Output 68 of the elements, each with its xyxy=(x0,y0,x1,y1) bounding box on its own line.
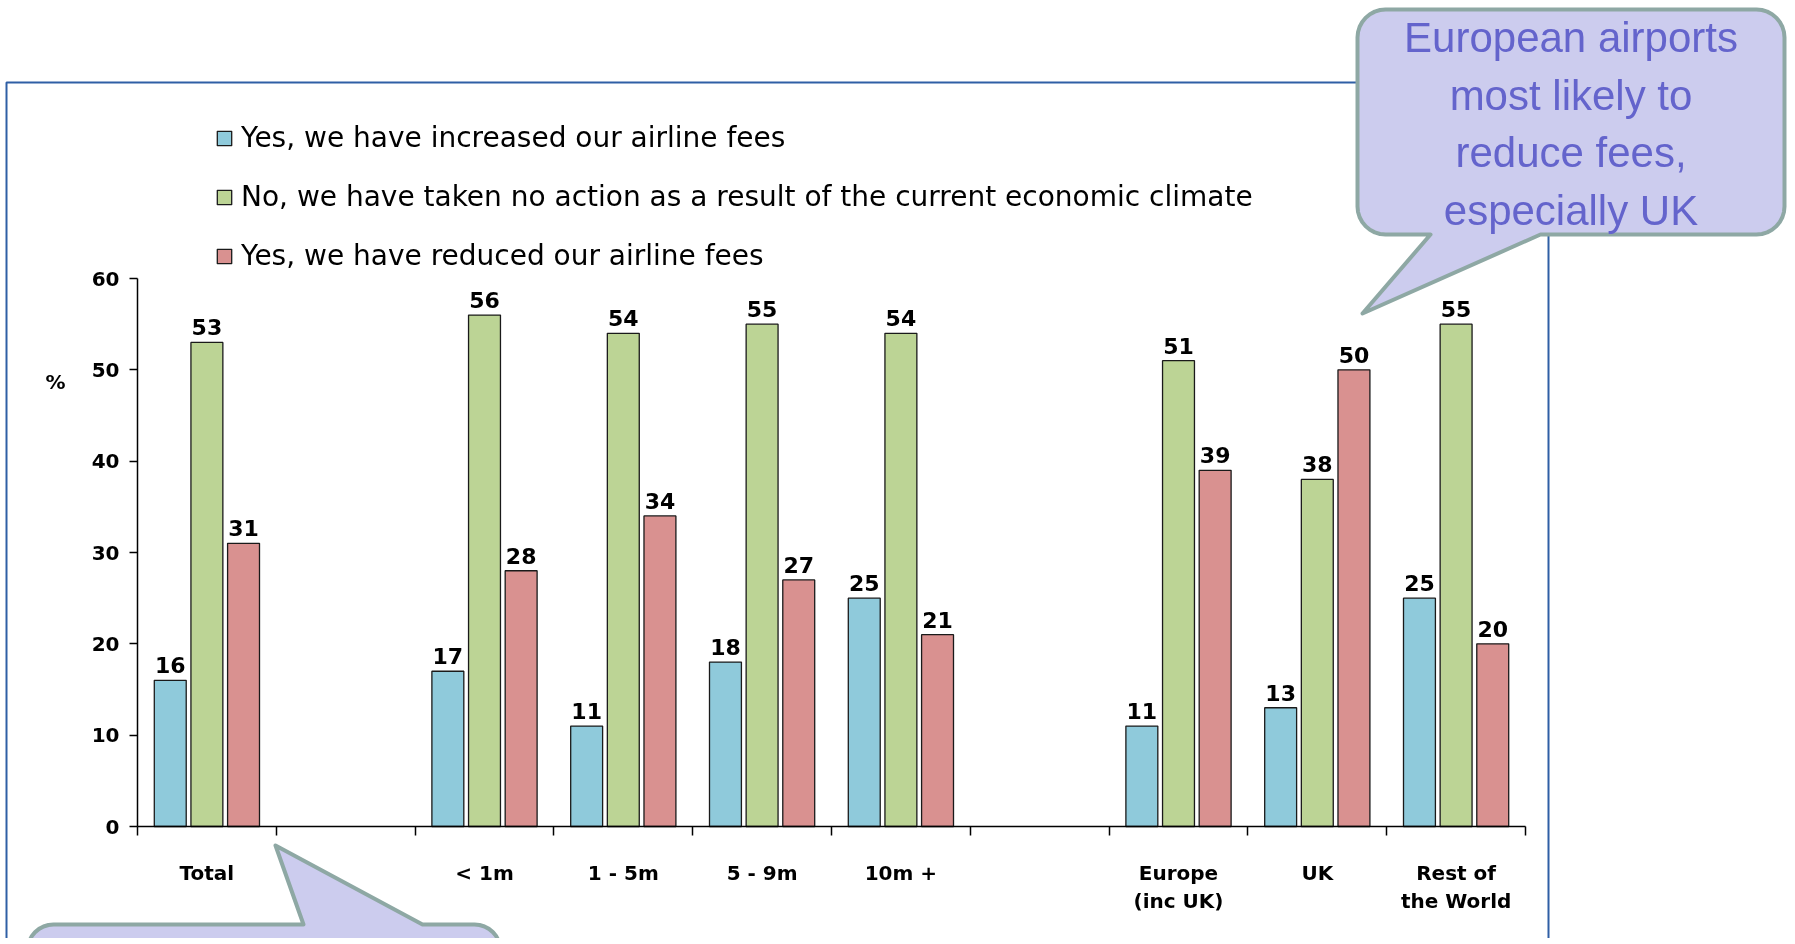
y-tick-label: 0 xyxy=(105,814,120,839)
bar xyxy=(1402,597,1437,828)
data-label: 18 xyxy=(710,635,741,661)
y-tick-label: 60 xyxy=(91,266,120,291)
bar xyxy=(1264,707,1298,828)
data-label: 17 xyxy=(432,644,464,670)
bar xyxy=(708,661,743,828)
bar xyxy=(190,341,224,828)
bar xyxy=(153,679,187,828)
y-axis-title: % xyxy=(45,369,66,394)
legend-label: No, we have taken no action as a result of the current economic climate xyxy=(241,180,1253,213)
data-label: 21 xyxy=(922,607,953,633)
bar xyxy=(1125,725,1159,828)
legend-label: Yes, we have increased our airline fees xyxy=(241,121,786,154)
bar xyxy=(570,725,604,828)
x-tick-label: Europe (inc UK) xyxy=(1133,860,1224,914)
bar xyxy=(1439,323,1473,828)
data-label: 53 xyxy=(191,315,223,341)
x-tick-label: 5 - 9m xyxy=(726,860,798,885)
bar xyxy=(431,670,465,828)
bar xyxy=(467,314,502,828)
y-tick-label: 40 xyxy=(91,449,120,474)
text: European airports most likely to reduce fees, especially UK xyxy=(1404,14,1738,234)
legend-label: Yes, we have reduced our airline fees xyxy=(241,239,764,272)
bar xyxy=(643,515,677,828)
bar xyxy=(745,323,779,828)
data-label: 11 xyxy=(571,699,602,725)
data-label: 55 xyxy=(1440,297,1472,323)
data-label: 25 xyxy=(848,571,880,597)
data-label: 51 xyxy=(1163,333,1194,359)
data-label: 39 xyxy=(1199,443,1231,469)
bar xyxy=(920,634,955,828)
x-tick-label: < 1m xyxy=(455,860,514,885)
x-tick-label: 1 - 5m xyxy=(587,860,659,885)
bar xyxy=(847,597,881,828)
x-tick-label: UK xyxy=(1301,860,1335,885)
bar xyxy=(504,570,538,828)
data-label: 54 xyxy=(607,306,639,332)
data-label: 11 xyxy=(1126,699,1158,725)
data-label: 55 xyxy=(746,297,778,323)
bar xyxy=(606,332,640,828)
bar xyxy=(1476,643,1510,828)
data-label: 28 xyxy=(505,543,537,569)
data-label: 25 xyxy=(1404,571,1435,597)
bar xyxy=(1300,478,1334,828)
x-tick-label: Rest of the World xyxy=(1400,860,1512,914)
x-tick-label: Total xyxy=(179,860,235,885)
bar xyxy=(1161,360,1196,828)
data-label: 56 xyxy=(469,288,500,314)
x-tick-label: 10m + xyxy=(864,860,938,885)
bar xyxy=(1337,369,1371,828)
data-label: 38 xyxy=(1301,452,1333,478)
data-label: 20 xyxy=(1477,616,1509,642)
data-label: 13 xyxy=(1265,680,1296,706)
data-label: 50 xyxy=(1338,342,1370,368)
bar xyxy=(782,579,816,828)
data-label: 54 xyxy=(885,306,917,332)
bar xyxy=(1198,469,1232,828)
y-tick-label: 30 xyxy=(91,540,120,565)
data-label: 31 xyxy=(228,516,259,542)
y-tick-label: 10 xyxy=(91,723,120,748)
data-label: 16 xyxy=(154,653,186,679)
y-tick-label: 20 xyxy=(91,631,120,656)
y-tick-label: 50 xyxy=(91,357,120,382)
bar xyxy=(226,542,261,828)
data-label: 34 xyxy=(644,488,676,514)
bar xyxy=(884,332,918,828)
data-label: 27 xyxy=(783,552,815,578)
